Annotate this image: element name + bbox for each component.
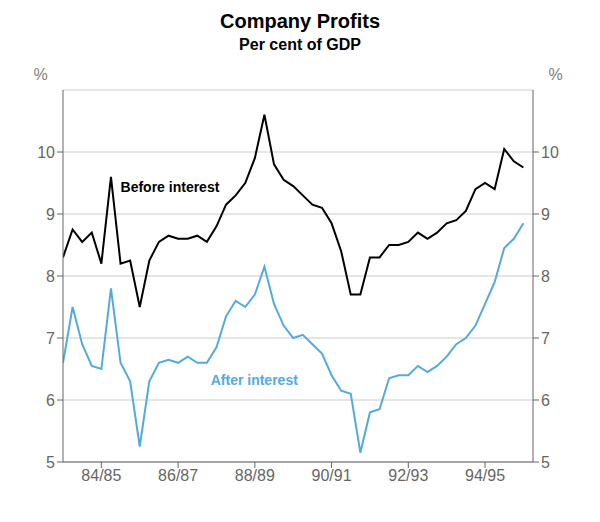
- svg-text:88/89: 88/89: [235, 467, 275, 484]
- svg-text:8: 8: [541, 268, 550, 285]
- svg-text:Before interest: Before interest: [121, 179, 220, 195]
- svg-text:%: %: [548, 66, 562, 83]
- svg-text:6: 6: [541, 392, 550, 409]
- svg-text:10: 10: [37, 144, 55, 161]
- svg-text:5: 5: [46, 454, 55, 471]
- html-text:Company Profits: Company Profits: [220, 10, 380, 32]
- svg-text:6: 6: [46, 392, 55, 409]
- svg-text:After interest: After interest: [211, 372, 298, 388]
- svg-text:9: 9: [541, 206, 550, 223]
- svg-text:86/87: 86/87: [158, 467, 198, 484]
- svg-text:90/91: 90/91: [312, 467, 352, 484]
- svg-text:5: 5: [541, 454, 550, 471]
- svg-text:10: 10: [541, 144, 559, 161]
- html-text:Per cent of GDP: Per cent of GDP: [239, 36, 361, 53]
- svg-text:%: %: [33, 66, 47, 83]
- svg-text:7: 7: [541, 330, 550, 347]
- svg-text:84/85: 84/85: [81, 467, 121, 484]
- svg-text:92/93: 92/93: [388, 467, 428, 484]
- svg-text:7: 7: [46, 330, 55, 347]
- svg-text:8: 8: [46, 268, 55, 285]
- svg-text:94/95: 94/95: [465, 467, 505, 484]
- svg-text:9: 9: [46, 206, 55, 223]
